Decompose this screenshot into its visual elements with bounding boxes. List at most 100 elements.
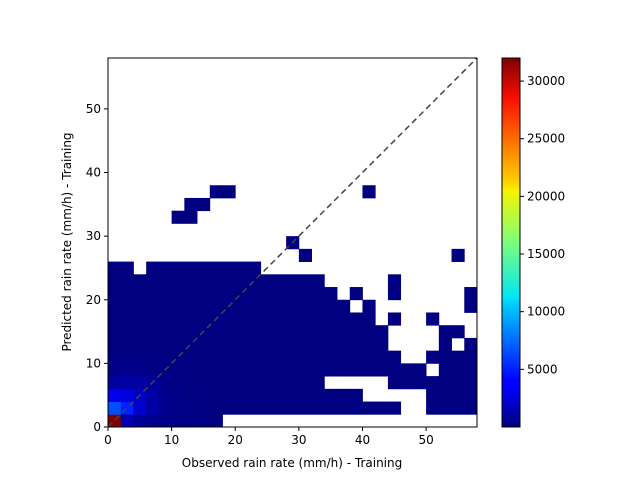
heatmap-cell xyxy=(349,350,363,364)
heatmap-cell xyxy=(247,287,262,301)
heatmap-cell xyxy=(184,261,198,275)
heatmap-cell xyxy=(108,325,122,339)
heatmap-cell xyxy=(337,388,351,402)
heatmap-cell xyxy=(158,312,173,326)
heatmap-cell xyxy=(477,287,490,300)
heatmap-cell xyxy=(146,287,160,301)
heatmap-cell xyxy=(362,299,376,313)
heatmap-cell xyxy=(171,299,185,313)
heatmap-cell xyxy=(375,325,389,339)
heatmap-cell xyxy=(158,325,173,339)
heatmap-cell xyxy=(184,312,198,326)
y-axis-label: Predicted rain rate (mm/h) - Training xyxy=(60,132,74,351)
heatmap-cell xyxy=(375,363,389,377)
heatmap-cell xyxy=(209,274,223,288)
heatmap-cell xyxy=(171,261,185,275)
x-tick-label: 30 xyxy=(291,433,306,447)
heatmap-cell xyxy=(158,287,173,301)
heatmap-cell xyxy=(184,414,198,427)
y-axis-ticks: 0 10 20 30 40 50 xyxy=(86,102,108,434)
x-tick-label: 20 xyxy=(228,433,243,447)
heatmap-cell xyxy=(349,363,363,377)
heatmap-cell xyxy=(235,401,249,415)
heatmap-cell xyxy=(298,274,312,288)
heatmap-cell xyxy=(184,401,198,415)
heatmap-cell xyxy=(247,337,262,352)
colorbar-tick-label: 10000 xyxy=(527,305,565,319)
heatmap-cell xyxy=(438,325,452,339)
heatmap-cell xyxy=(451,388,465,402)
heatmap-cell xyxy=(197,299,211,313)
heatmap-cell xyxy=(387,287,402,301)
x-tick-label: 10 xyxy=(164,433,179,447)
heatmap-cell xyxy=(451,376,465,390)
heatmap-cell xyxy=(362,312,376,326)
heatmap-cell xyxy=(362,350,376,364)
heatmap-cell xyxy=(120,325,134,339)
heatmap-cell xyxy=(349,388,363,402)
heatmap-cell xyxy=(133,274,147,288)
heatmap-cell xyxy=(171,388,185,402)
heatmap-cell xyxy=(324,363,338,377)
heatmap-cell xyxy=(438,363,452,377)
heatmap-cell xyxy=(222,337,236,352)
heatmap-cell xyxy=(222,261,236,275)
heatmap-cell xyxy=(362,401,376,415)
heatmap-cell xyxy=(108,261,122,275)
heatmap-cell xyxy=(387,401,402,415)
heatmap-cell xyxy=(158,401,173,415)
heatmap-cell xyxy=(133,350,147,364)
heatmap-cell xyxy=(184,376,198,390)
heatmap-cell xyxy=(184,388,198,402)
heatmap-cell xyxy=(108,401,122,415)
heatmap-cell xyxy=(362,337,376,352)
y-tick-label: 20 xyxy=(86,293,101,307)
heatmap-cell xyxy=(120,350,134,364)
heatmap-cell xyxy=(477,300,490,313)
heatmap-cell xyxy=(298,337,312,352)
heatmap-cell xyxy=(426,388,440,402)
colorbar-tick-label: 15000 xyxy=(527,247,565,261)
heatmap-cell xyxy=(387,274,402,288)
heatmap-cell xyxy=(108,312,122,326)
heatmap-cell xyxy=(146,325,160,339)
heatmap-cell xyxy=(464,388,477,402)
heatmap-cell xyxy=(146,401,160,415)
heatmap-cell xyxy=(133,363,147,377)
heatmap-cell xyxy=(438,376,452,390)
heatmap-cell xyxy=(235,350,249,364)
heatmap-cell xyxy=(273,363,287,377)
y-tick-label: 40 xyxy=(86,166,101,180)
heatmap-cell xyxy=(337,325,351,339)
heatmap-cell xyxy=(235,299,249,313)
heatmap-cell xyxy=(209,401,223,415)
heatmap-cell xyxy=(108,363,122,377)
heatmap-cell xyxy=(260,274,274,288)
heatmap-cell xyxy=(273,376,287,390)
heatmap-cell xyxy=(171,325,185,339)
heatmap-cell xyxy=(273,337,287,352)
heatmap-cell xyxy=(209,299,223,313)
heatmap-cell xyxy=(184,210,198,224)
heatmap-cell xyxy=(311,350,325,364)
heatmap-cell xyxy=(222,312,236,326)
heatmap-cell xyxy=(158,337,173,352)
heatmap-cell xyxy=(260,299,274,313)
heatmap-cell xyxy=(311,363,325,377)
heatmap-cell xyxy=(133,376,147,390)
heatmap-cell xyxy=(286,312,300,326)
heatmap-cell xyxy=(146,414,160,427)
heatmap-cell xyxy=(286,337,300,352)
heatmap-cell xyxy=(108,299,122,313)
heatmap-cell xyxy=(197,401,211,415)
heatmap-cell xyxy=(375,337,389,352)
heatmap-cell xyxy=(184,363,198,377)
heatmap-cell xyxy=(171,414,185,427)
identity-diagonal-line xyxy=(107,57,478,428)
x-tick-label: 40 xyxy=(355,433,370,447)
heatmap-cell xyxy=(286,287,300,301)
heatmap-cell xyxy=(426,350,440,364)
heatmap-cell xyxy=(209,185,223,199)
heatmap-cell xyxy=(235,337,249,352)
heatmap-cell xyxy=(324,350,338,364)
